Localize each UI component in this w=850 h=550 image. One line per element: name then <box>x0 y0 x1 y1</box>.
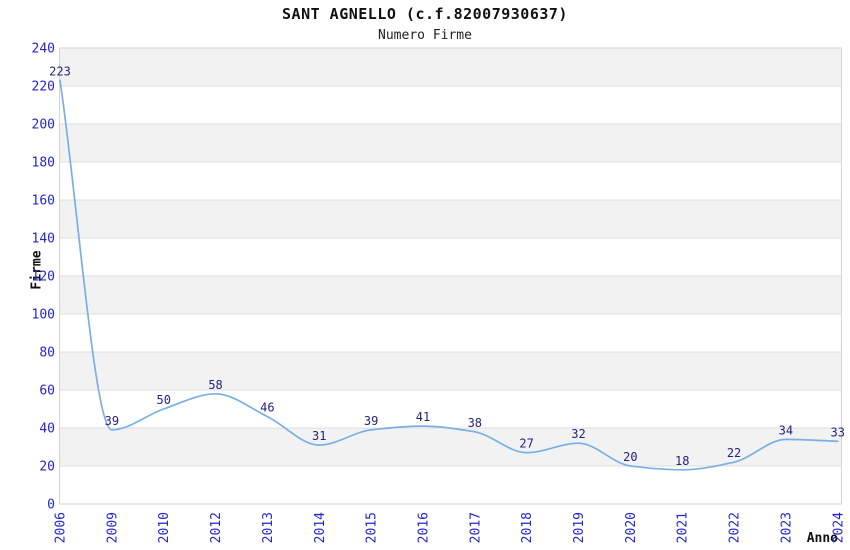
x-tick-label: 2022 <box>728 512 743 543</box>
x-tick-label: 2021 <box>676 512 691 543</box>
y-tick-label: 220 <box>32 80 55 95</box>
data-point-label: 223 <box>49 64 71 78</box>
data-point-label: 32 <box>571 427 585 441</box>
y-tick-label: 120 <box>32 270 55 285</box>
plot-band <box>59 238 842 276</box>
data-point-label: 33 <box>831 425 845 439</box>
y-tick-label: 80 <box>39 346 55 361</box>
x-tick-label: 2016 <box>416 512 431 543</box>
data-point-label: 39 <box>105 414 119 428</box>
x-tick-label: 2015 <box>365 512 380 543</box>
data-point-label: 20 <box>623 450 637 464</box>
data-point-label: 41 <box>416 410 430 424</box>
x-tick-label: 2018 <box>520 512 535 543</box>
plot-band <box>59 352 842 390</box>
plot-band <box>59 48 842 86</box>
data-point-label: 34 <box>779 423 793 437</box>
plot-band <box>59 124 842 162</box>
y-tick-label: 180 <box>32 156 55 171</box>
x-tick-label: 2020 <box>624 512 639 543</box>
plot-band <box>59 86 842 124</box>
x-tick-label: 2013 <box>261 512 276 543</box>
plot-band <box>59 162 842 200</box>
y-tick-label: 200 <box>32 118 55 133</box>
chart-subtitle: Numero Firme <box>378 28 472 43</box>
x-tick-label: 2014 <box>313 512 328 543</box>
x-tick-label: 2019 <box>572 512 587 543</box>
x-tick-label: 2006 <box>54 512 69 543</box>
data-point-label: 22 <box>727 446 741 460</box>
data-point-label: 39 <box>364 414 378 428</box>
series-line <box>59 79 839 471</box>
data-point-label: 27 <box>519 437 533 451</box>
plot-band <box>59 200 842 238</box>
plot-band <box>59 276 842 314</box>
data-point-label: 31 <box>312 429 326 443</box>
plot-band <box>59 428 842 466</box>
x-axis-title: Anno <box>806 531 838 546</box>
x-tick-label: 2012 <box>209 512 224 543</box>
data-point-label: 46 <box>260 401 274 415</box>
x-tick-label: 2023 <box>779 512 794 543</box>
data-point-label: 58 <box>208 378 222 392</box>
y-tick-label: 100 <box>32 308 55 323</box>
data-point-label: 18 <box>675 454 689 468</box>
y-tick-label: 160 <box>32 194 55 209</box>
plot-band <box>59 314 842 352</box>
y-tick-label: 240 <box>32 42 55 57</box>
x-tick-label: 2024 <box>831 512 846 543</box>
y-tick-label: 60 <box>39 384 55 399</box>
y-tick-label: 20 <box>39 460 55 475</box>
plot-band <box>59 390 842 428</box>
chart-title: SANT AGNELLO (c.f.82007930637) <box>282 5 568 23</box>
x-tick-label: 2010 <box>157 512 172 543</box>
x-tick-label: 2009 <box>105 512 120 543</box>
y-tick-label: 40 <box>39 422 55 437</box>
y-tick-label: 0 <box>47 498 55 513</box>
data-point-label: 50 <box>156 393 170 407</box>
plot-band <box>59 466 842 504</box>
y-tick-label: 140 <box>32 232 55 247</box>
data-point-label: 38 <box>468 416 482 430</box>
plot-border <box>59 47 842 505</box>
x-tick-label: 2017 <box>468 512 483 543</box>
